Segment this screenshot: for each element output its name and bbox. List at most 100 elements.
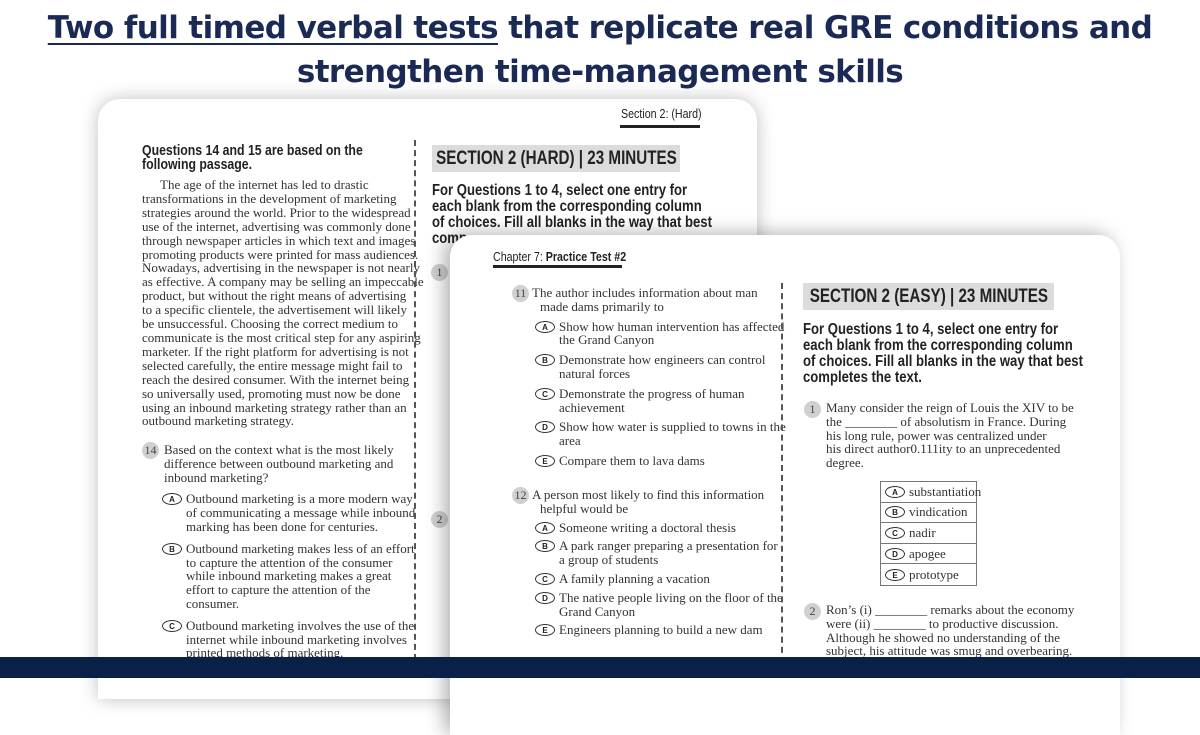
answer-option-a[interactable]: A Show how human intervention has affecte… bbox=[535, 318, 786, 348]
text-line: degree. bbox=[826, 455, 864, 471]
option-line: Show how human intervention has affected bbox=[559, 318, 785, 334]
option-line: Show how water is supplied to towns in t… bbox=[559, 419, 786, 435]
option-d-bubble[interactable]: D bbox=[535, 591, 555, 604]
passage-heading: Questions 14 and 15 are based on the fol… bbox=[142, 143, 363, 172]
question-stem: Based on the context what is the most li… bbox=[164, 443, 415, 484]
question-stem: A person most likely to find this inform… bbox=[532, 488, 783, 516]
choice-e-bubble[interactable]: E bbox=[885, 568, 905, 581]
section-title-box: SECTION 2 (EASY) | 23 MINUTES bbox=[803, 283, 1054, 310]
section-title: SECTION 2 (HARD) | 23 MINUTES bbox=[435, 147, 677, 169]
answer-option-c[interactable]: C A family planning a vacation bbox=[535, 572, 783, 586]
option-a-bubble[interactable]: A bbox=[535, 521, 555, 534]
column-divider bbox=[781, 283, 783, 663]
back-running-head: Section 2: (Hard) bbox=[621, 106, 702, 121]
option-c-bubble[interactable]: C bbox=[535, 572, 555, 585]
question-2: Ron’s (i) ________ remarks about the eco… bbox=[826, 603, 1074, 658]
running-head-chapter: Chapter 7: bbox=[493, 249, 546, 264]
choice-a-bubble[interactable]: A bbox=[885, 485, 905, 498]
choice-text: nadir bbox=[909, 524, 936, 540]
answer-option-d[interactable]: D The native people living on the floor o… bbox=[535, 589, 783, 619]
option-text: Compare them to lava dams bbox=[559, 454, 705, 468]
option-line: Outbound marketing makes less of an effo… bbox=[186, 540, 415, 556]
question-number: 1 bbox=[431, 264, 448, 281]
text-line: each blank from the corresponding column bbox=[432, 198, 702, 215]
stem-line: A person most likely to find this inform… bbox=[532, 487, 765, 502]
option-e-bubble[interactable]: E bbox=[535, 624, 555, 637]
option-c-bubble[interactable]: C bbox=[162, 619, 182, 632]
choice-b-bubble[interactable]: B bbox=[885, 506, 905, 519]
passage-line: through newspaper articles in which text… bbox=[142, 232, 416, 248]
question-number: 14 bbox=[142, 442, 159, 459]
option-line: Demonstrate how engineers can control bbox=[559, 352, 766, 368]
answer-option-a[interactable]: A Outbound marketing is a more modern way… bbox=[162, 492, 415, 533]
option-line: consumer. bbox=[186, 595, 240, 611]
stem-line: The author includes information about ma… bbox=[532, 285, 758, 300]
choice-c-bubble[interactable]: C bbox=[885, 526, 905, 539]
answer-option-b[interactable]: B A park ranger preparing a presentation … bbox=[535, 539, 783, 567]
passage-line: to a specific clientele, the advertiseme… bbox=[142, 302, 407, 318]
choice-d-bubble[interactable]: D bbox=[885, 547, 905, 560]
option-text: Demonstrate the progress of human achieve… bbox=[559, 386, 745, 415]
passage: The age of the internet has led to drast… bbox=[142, 178, 424, 428]
question-12: A person most likely to find this inform… bbox=[532, 488, 783, 637]
passage-line: using an inbound marketing strategy rath… bbox=[142, 399, 407, 415]
passage-line: communicate is the most critical step fo… bbox=[142, 329, 421, 345]
option-b-bubble[interactable]: B bbox=[162, 542, 182, 555]
answer-option-e[interactable]: E Compare them to lava dams bbox=[535, 454, 786, 468]
option-line: of communicating a message while inbound bbox=[186, 505, 416, 521]
column-divider bbox=[414, 140, 416, 660]
option-d-bubble[interactable]: D bbox=[535, 421, 555, 434]
option-line: effort to capture the attention of the bbox=[186, 582, 371, 598]
headline: Two full timed verbal tests that replica… bbox=[0, 6, 1200, 94]
stem-line: helpful would be bbox=[540, 500, 629, 516]
question-number: 12 bbox=[512, 487, 529, 504]
answer-option-a[interactable]: A Someone writing a doctoral thesis bbox=[535, 520, 783, 535]
question-14: Based on the context what is the most li… bbox=[162, 443, 415, 660]
choice-text: apogee bbox=[909, 545, 946, 561]
passage-line: selected carefully, the entire message m… bbox=[142, 357, 403, 373]
bottom-bar bbox=[0, 657, 1200, 678]
option-b-bubble[interactable]: B bbox=[535, 354, 555, 367]
question-number: 11 bbox=[512, 285, 529, 302]
text-line: each blank from the corresponding column bbox=[803, 337, 1073, 354]
option-text: Outbound marketing is a more modern way o… bbox=[186, 492, 415, 533]
option-line: internet while inbound marketing involve… bbox=[186, 631, 407, 647]
passage-line: outbound marketing strategy. bbox=[142, 413, 294, 429]
option-line: The native people living on the floor of… bbox=[559, 589, 783, 605]
text-line: of choices. Fill all blanks in the way t… bbox=[803, 353, 1083, 370]
passage-line: marketer. If the right platform for adve… bbox=[142, 343, 409, 359]
answer-option-e[interactable]: E Engineers planning to build a new dam bbox=[535, 623, 783, 637]
passage-line: be unsuccessful. Choosing the correct me… bbox=[142, 316, 398, 332]
option-b-bubble[interactable]: B bbox=[535, 540, 555, 553]
running-head-title: Practice Test #2 bbox=[545, 249, 627, 264]
option-text: Demonstrate how engineers can control nat… bbox=[559, 353, 765, 381]
text-line: Many consider the reign of Louis the XIV… bbox=[826, 400, 1074, 415]
answer-option-b[interactable]: B Demonstrate how engineers can control na… bbox=[535, 353, 786, 381]
answer-option-d[interactable]: D Show how water is supplied to towns in … bbox=[535, 420, 786, 448]
question-stem: The author includes information about ma… bbox=[532, 286, 786, 314]
answer-option-c[interactable]: C Outbound marketing involves the use of … bbox=[162, 617, 415, 660]
passage-line: The age of the internet has led to drast… bbox=[160, 177, 369, 192]
option-line: Compare them to lava dams bbox=[559, 452, 705, 468]
back-running-head-rule bbox=[620, 125, 700, 128]
option-line: the Grand Canyon bbox=[559, 332, 655, 348]
option-line: Outbound marketing involves the use of t… bbox=[186, 617, 415, 633]
text-line: the ________ of absolutism in France. Du… bbox=[826, 413, 1067, 429]
passage-line: Nowadays, advertising in the newspaper i… bbox=[142, 260, 420, 276]
text-line: Although he showed no understanding of t… bbox=[826, 629, 1060, 645]
option-a-bubble[interactable]: A bbox=[535, 320, 555, 333]
choice-text: prototype bbox=[909, 566, 959, 582]
option-text: A park ranger preparing a presentation f… bbox=[559, 539, 778, 567]
passage-line: as effective. A company may be selling a… bbox=[142, 274, 424, 290]
option-a-bubble[interactable]: A bbox=[162, 493, 182, 506]
answer-option-b[interactable]: B Outbound marketing makes less of an eff… bbox=[162, 540, 415, 611]
option-c-bubble[interactable]: C bbox=[535, 387, 555, 400]
option-text: Outbound marketing involves the use of t… bbox=[186, 617, 415, 660]
option-e-bubble[interactable]: E bbox=[535, 454, 555, 467]
answer-option-c[interactable]: C Demonstrate the progress of human achiev… bbox=[535, 386, 786, 415]
